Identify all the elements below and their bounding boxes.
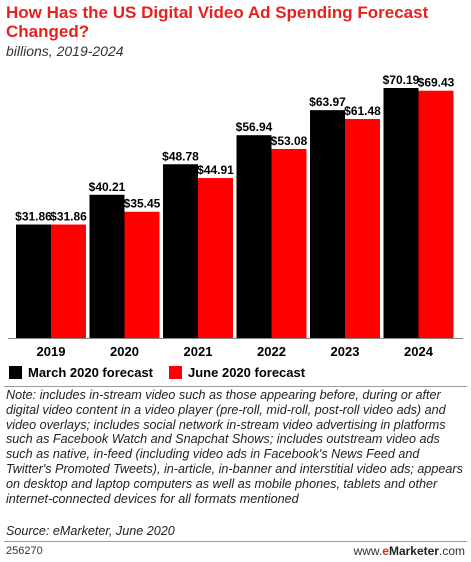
brand-name: Marketer <box>388 544 439 558</box>
legend-swatch-march <box>9 366 22 379</box>
chart-id: 256270 <box>6 545 43 557</box>
brand-suffix: .com <box>438 544 465 558</box>
chart-note: Note: includes in-stream video such as t… <box>6 388 463 506</box>
bar-2020-march <box>89 194 125 338</box>
x-tick-label-2020: 2020 <box>110 344 139 359</box>
bar-2023-june <box>345 119 380 338</box>
bar-2020-june <box>124 211 160 338</box>
data-label-2020-june: $35.45 <box>124 197 161 211</box>
bar-2024-june <box>418 90 454 338</box>
data-label-2020-march: $40.21 <box>89 180 126 194</box>
bar-2022-march <box>236 135 272 338</box>
data-label-2021-march: $48.78 <box>162 149 199 163</box>
divider-top <box>4 386 467 387</box>
brand-prefix: www. <box>353 544 383 558</box>
x-tick-label-2024: 2024 <box>404 344 434 359</box>
bar-chart: $31.86$31.86 $40.21 $35.45 $48.78$44.91 $56.… <box>8 73 463 359</box>
bar-2022-june <box>271 148 307 338</box>
chart-subtitle: billions, 2019-2024 <box>6 43 124 59</box>
bar-2019-march <box>16 224 51 338</box>
bar-2021-june <box>198 178 233 338</box>
legend-swatch-june <box>169 366 183 379</box>
data-label-2024-march: $70.19 <box>383 73 420 87</box>
data-label-2023-march: $63.97 <box>309 95 346 109</box>
data-label-2022-march: $56.94 <box>236 120 273 134</box>
data-label-2021-june: $44.91 <box>197 163 234 177</box>
bars-group: $31.86$31.86 $40.21 $35.45 $48.78$44.91 $56.… <box>15 73 455 339</box>
divider-bottom <box>4 541 467 542</box>
brand-e: e <box>382 544 389 558</box>
bar-2023-march <box>310 110 345 339</box>
bar-2024-march <box>383 88 419 338</box>
legend: March 2020 forecast June 2020 forecast <box>9 365 321 380</box>
legend-label-june: June 2020 forecast <box>188 365 306 380</box>
data-label-2019-june: $31.86 <box>50 210 87 224</box>
data-label-2023-june: $61.48 <box>344 104 381 118</box>
chart-title: How Has the US Digital Video Ad Spending… <box>6 3 429 41</box>
x-axis-labels: 2019 2020 2021 2022 2023 2024 <box>37 344 434 359</box>
data-label-2019-march: $31.86 <box>15 210 52 224</box>
data-label-2024-june: $69.43 <box>418 76 455 90</box>
brand-link[interactable]: www.eMarketer.com <box>354 544 465 558</box>
legend-item-june: June 2020 forecast <box>169 365 305 380</box>
legend-item-march: March 2020 forecast <box>9 365 153 380</box>
legend-label-march: March 2020 forecast <box>28 365 154 380</box>
x-tick-label-2021: 2021 <box>184 344 213 359</box>
bar-2019-june <box>51 224 86 338</box>
bar-2021-march <box>163 164 198 338</box>
chart-source: Source: eMarketer, June 2020 <box>6 524 175 538</box>
x-tick-label-2023: 2023 <box>331 344 360 359</box>
x-tick-label-2019: 2019 <box>37 344 66 359</box>
data-label-2022-june: $53.08 <box>271 134 308 148</box>
x-tick-label-2022: 2022 <box>257 344 286 359</box>
